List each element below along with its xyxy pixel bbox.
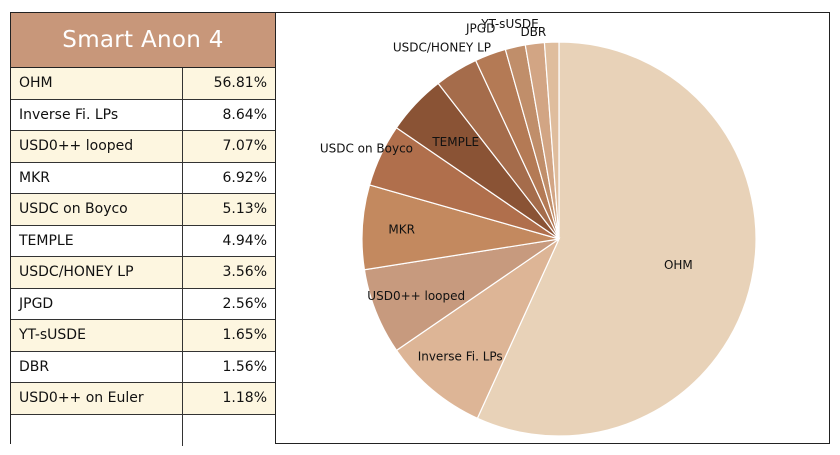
table-row: DBR 1.56% [11, 351, 275, 383]
table-body: OHM 56.81% Inverse Fi. LPs 8.64% USD0++ loop… [11, 68, 275, 446]
row-percent: 6.92% [222, 169, 267, 186]
table-row: YT-sUSDE 1.65% [11, 320, 275, 352]
pie-label: YT-sUSDE [480, 17, 538, 31]
row-percent: 7.07% [222, 138, 267, 155]
row-percent: 1.65% [222, 327, 267, 344]
pie-slice-inverse-fi-lps [395, 237, 561, 420]
pie-label: USDC on Boyco [320, 142, 413, 156]
row-name: Inverse Fi. LPs [11, 99, 183, 130]
pie-label: DBR [520, 25, 546, 39]
row-percent: 56.81% [213, 75, 267, 92]
table-row: USDC on Boyco 5.13% [11, 194, 275, 226]
allocation-table: Smart Anon 4 OHM 56.81% Inverse Fi. LPs 8.6… [11, 13, 276, 446]
table-row: Inverse Fi. LPs 8.64% [11, 99, 275, 131]
table-row-empty [11, 414, 275, 447]
table-row: TEMPLE 4.94% [11, 225, 275, 257]
row-percent: 4.94% [222, 232, 267, 249]
row-percent: 3.56% [222, 264, 267, 281]
row-name: USDC/HONEY LP [11, 257, 183, 288]
chart-frame: Smart Anon 4 OHM 56.81% Inverse Fi. LPs 8.6… [10, 12, 830, 446]
row-percent: 1.18% [222, 390, 267, 407]
pie-label: MKR [388, 222, 415, 236]
pie-chart-area: OHM Inverse Fi. LPs USD0++ looped MKR USDC o… [276, 13, 829, 443]
row-percent: 5.13% [222, 201, 267, 218]
row-name: USDC on Boyco [11, 194, 183, 225]
row-name: USD0++ looped [11, 131, 183, 162]
pie-label: USD0++ looped [367, 289, 465, 303]
pie-label: OHM [664, 258, 693, 272]
row-name: USD0++ on Euler [11, 383, 183, 414]
row-name-empty [11, 414, 183, 446]
row-percent-empty [183, 415, 275, 447]
row-name: JPGD [11, 288, 183, 319]
pie-label: USDC/HONEY LP [393, 40, 491, 54]
pie-label: Inverse Fi. LPs [418, 350, 503, 364]
pie-chart: OHM Inverse Fi. LPs USD0++ looped MKR USDC o… [320, 17, 757, 437]
row-percent: 8.64% [222, 106, 267, 123]
pie-label: TEMPLE [431, 135, 479, 149]
row-name: MKR [11, 162, 183, 193]
pie-label: JPGD [465, 22, 495, 36]
table-row: OHM 56.81% [11, 68, 275, 100]
row-name: OHM [11, 68, 183, 99]
pie-slice-ohm [476, 41, 757, 437]
table-row: USD0++ on Euler 1.18% [11, 383, 275, 415]
row-percent: 2.56% [222, 295, 267, 312]
pie-slice-usd0-on-euler [543, 41, 560, 240]
row-name: DBR [11, 351, 183, 382]
row-name: YT-sUSDE [11, 320, 183, 351]
table-row: USD0++ looped 7.07% [11, 131, 275, 163]
table-title: Smart Anon 4 [11, 13, 275, 68]
table-row: MKR 6.92% [11, 162, 275, 194]
table-row: JPGD 2.56% [11, 288, 275, 320]
row-name: TEMPLE [11, 225, 183, 256]
row-percent: 1.56% [222, 358, 267, 375]
table-row: USDC/HONEY LP 3.56% [11, 257, 275, 289]
